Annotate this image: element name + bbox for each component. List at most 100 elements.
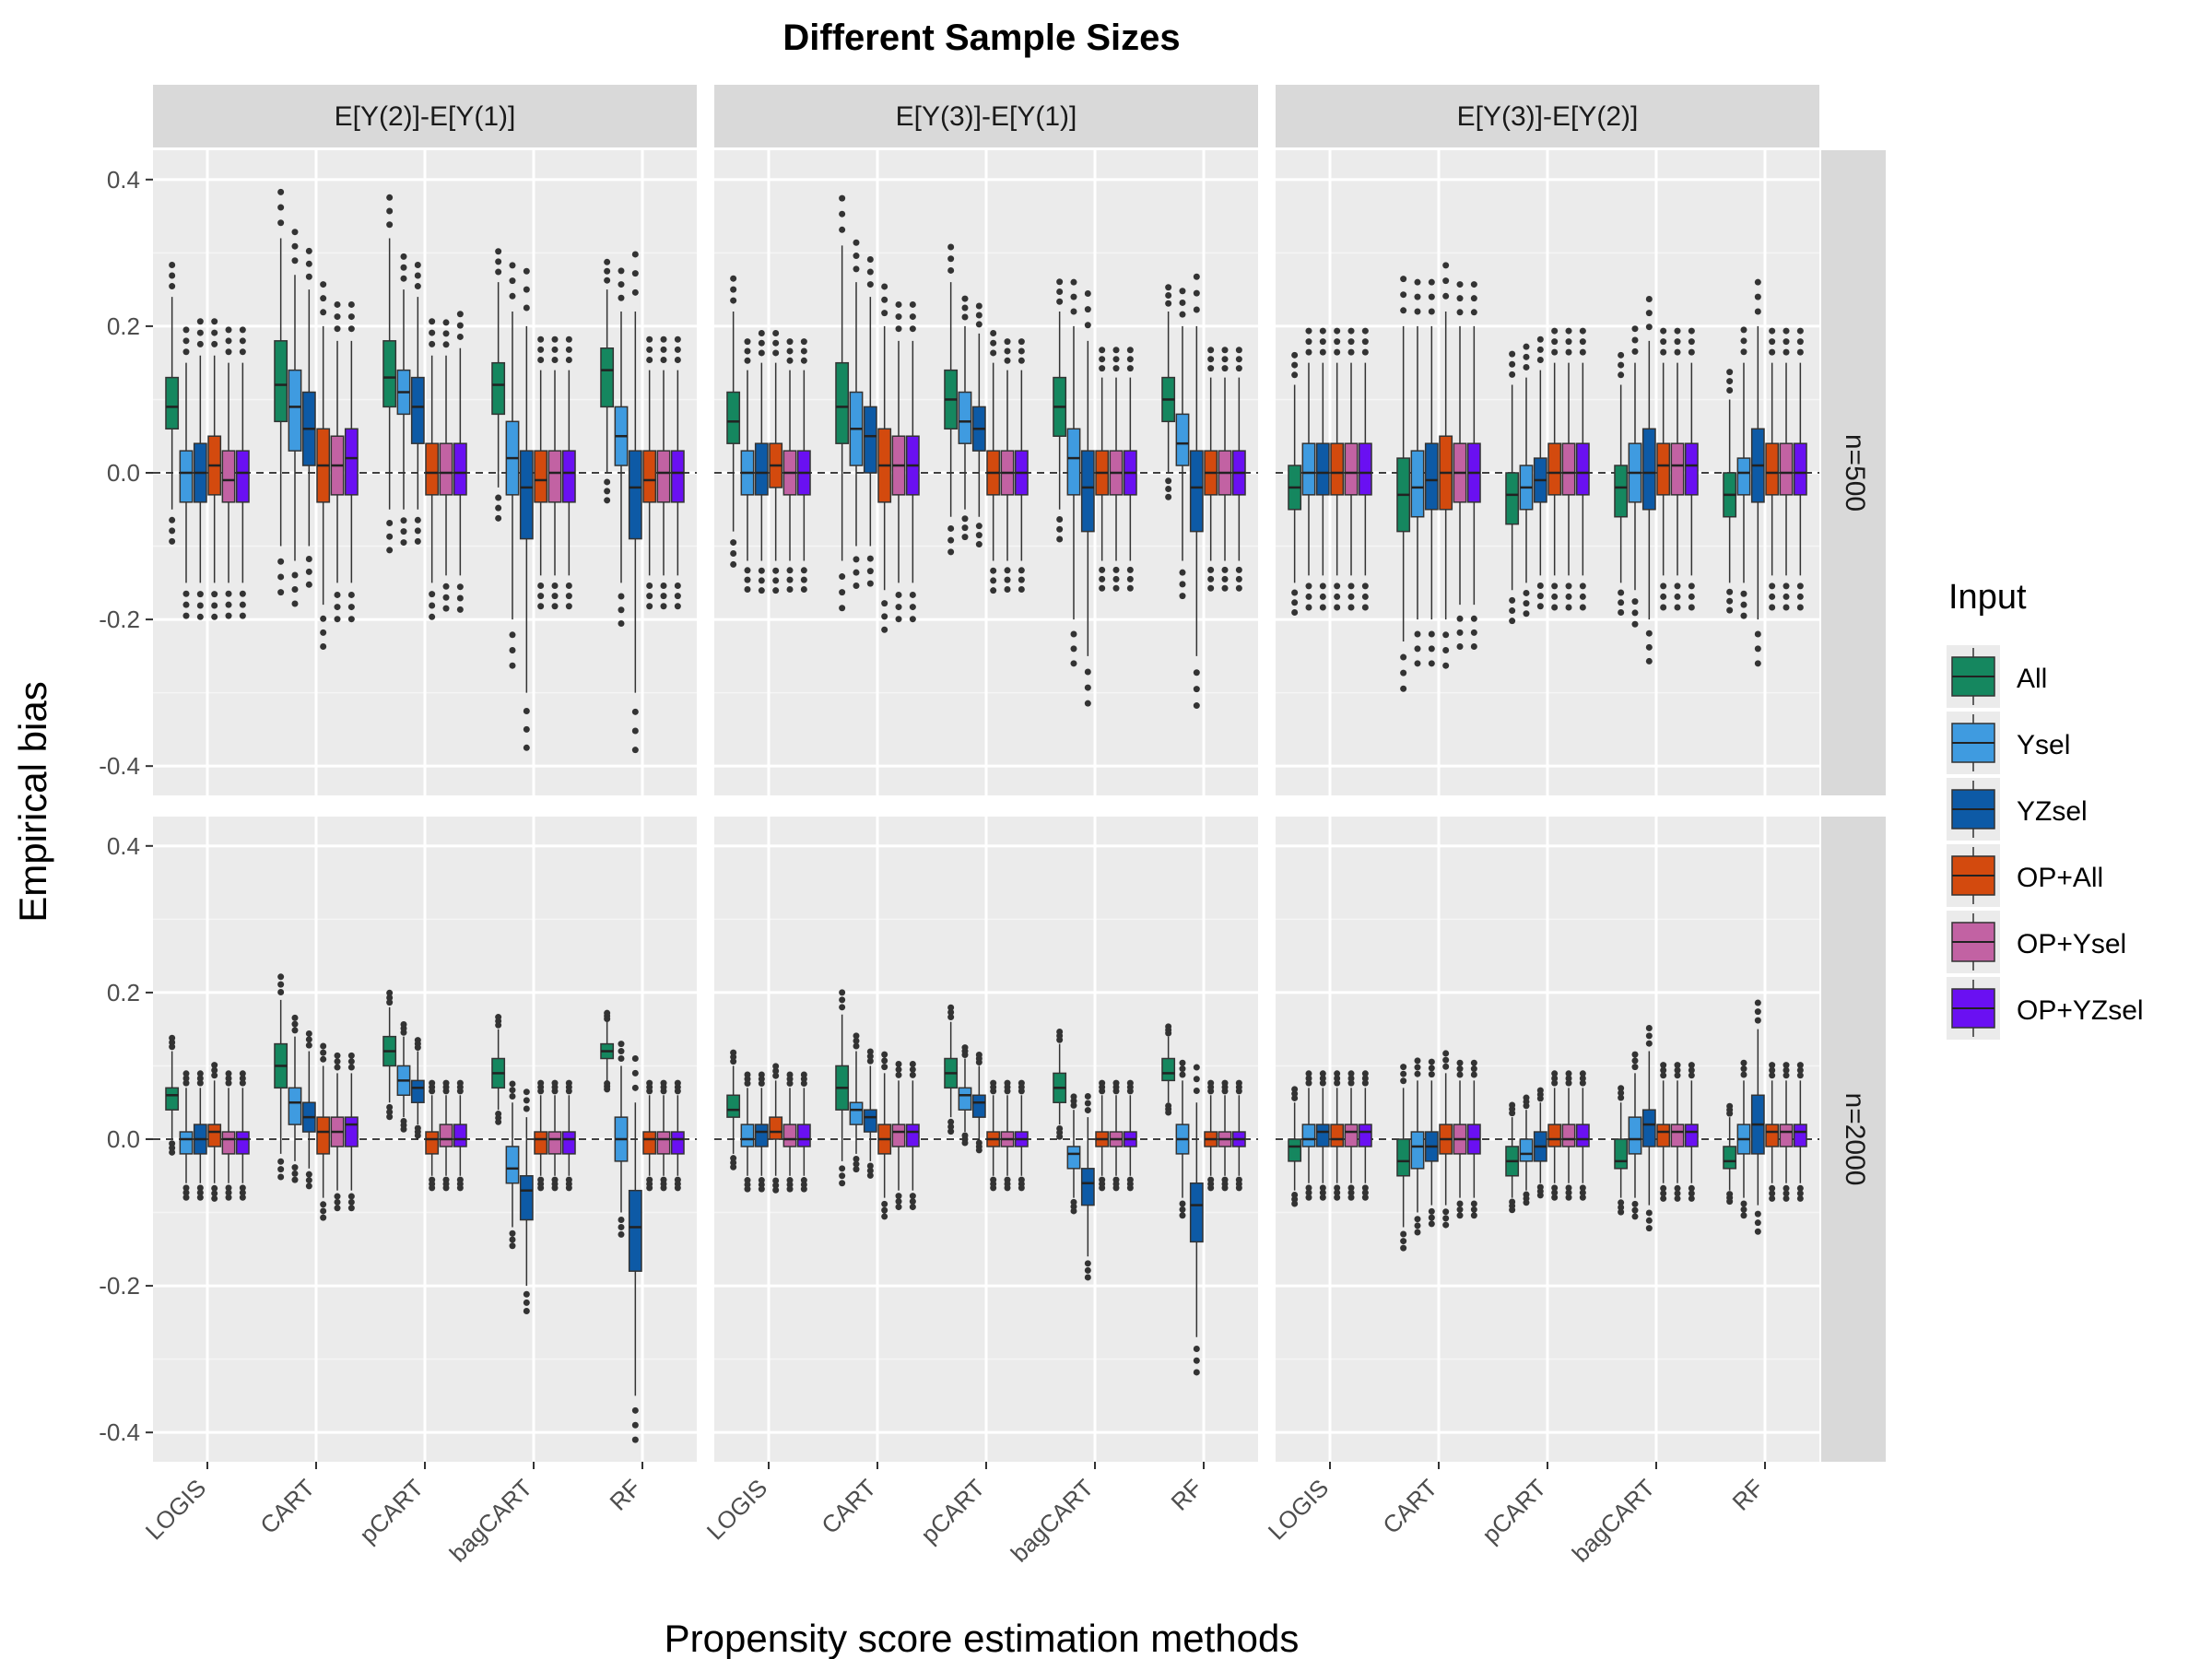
box-n-500-e-y-2-e-y-1-logis-op-yzsel-box xyxy=(235,450,250,503)
box-n-500-e-y-3-e-y-2-bagcart-ysel-outlier xyxy=(1631,620,1639,628)
box-n-2000-e-y-3-e-y-1-logis-op-ysel-box xyxy=(782,1124,797,1147)
box-n-500-e-y-2-e-y-1-cart-op-yzsel-box xyxy=(344,428,359,496)
box-n-2000-e-y-3-e-y-2-logis-ysel-outlier xyxy=(1305,1184,1312,1192)
box-n-500-e-y-2-e-y-1-logis-all-outlier xyxy=(169,283,176,290)
box-n-500-e-y-2-e-y-1-bagcart-op-ysel-outlier xyxy=(551,603,559,610)
box-n-500-e-y-2-e-y-1-logis-op-all-outlier xyxy=(211,329,218,336)
box-n-500-e-y-3-e-y-1-pcart-yzsel-outlier xyxy=(975,302,982,310)
box-n-500-e-y-2-e-y-1-logis-yzsel-outlier xyxy=(196,340,204,347)
box-n-500-e-y-3-e-y-2-rf-op-yzsel-outlier xyxy=(1796,604,1804,611)
box-n-2000-e-y-3-e-y-2-rf-ysel-outlier xyxy=(1740,1206,1747,1213)
legend-label-op-yzsel: OP+YZsel xyxy=(2017,995,2144,1026)
box-n-2000-e-y-3-e-y-2-rf-op-all-outlier xyxy=(1769,1190,1776,1197)
box-n-2000-e-y-2-e-y-1-rf-all-outlier xyxy=(604,1086,611,1093)
box-n-500-e-y-3-e-y-1-pcart-all-outlier xyxy=(947,255,955,263)
box-n-2000-e-y-3-e-y-2-bagcart-op-ysel-outlier xyxy=(1674,1194,1681,1202)
box-n-500-e-y-3-e-y-1-cart-ysel-outlier xyxy=(853,569,860,576)
box-n-500-e-y-3-e-y-1-cart-yzsel-box xyxy=(863,406,877,474)
box-n-500-e-y-2-e-y-1-bagcart-op-ysel-outlier xyxy=(551,593,559,600)
box-n-500-e-y-2-e-y-1-pcart-op-ysel-outlier xyxy=(442,341,450,348)
box-n-2000-e-y-3-e-y-2-pcart-op-ysel-outlier xyxy=(1565,1070,1572,1077)
box-n-500-e-y-2-e-y-1-bagcart-op-yzsel-outlier xyxy=(565,335,572,343)
box-n-2000-e-y-3-e-y-1-pcart-ysel-box xyxy=(958,1087,972,1111)
box-n-500-e-y-2-e-y-1-cart-op-yzsel-outlier xyxy=(347,313,355,321)
y-tick-label: 0.4 xyxy=(107,832,140,860)
box-n-500-e-y-2-e-y-1-cart-all-outlier xyxy=(277,573,285,581)
box-n-500-e-y-2-e-y-1-rf-yzsel-outlier xyxy=(631,727,639,735)
box-n-2000-e-y-3-e-y-1-logis-op-ysel-outlier xyxy=(786,1071,794,1078)
box-n-2000-e-y-3-e-y-2-cart-ysel-outlier xyxy=(1414,1222,1421,1230)
box-n-2000-e-y-3-e-y-2-pcart-op-ysel-outlier xyxy=(1565,1079,1572,1087)
box-n-500-e-y-3-e-y-2-cart-yzsel-outlier xyxy=(1428,645,1435,653)
box-n-500-e-y-3-e-y-2-pcart-op-ysel-outlier xyxy=(1565,582,1572,590)
box-n-2000-e-y-3-e-y-1-bagcart-op-ysel-outlier xyxy=(1112,1079,1120,1087)
box-n-2000-e-y-3-e-y-1-cart-ysel-outlier xyxy=(853,1037,860,1044)
box-n-500-e-y-2-e-y-1-bagcart-yzsel-outlier xyxy=(523,286,530,293)
box-n-500-e-y-3-e-y-2-bagcart-yzsel-outlier xyxy=(1645,643,1653,651)
box-n-2000-e-y-3-e-y-1-cart-yzsel-box xyxy=(863,1109,877,1133)
box-n-2000-e-y-3-e-y-1-bagcart-yzsel-outlier xyxy=(1084,1107,1091,1114)
box-n-2000-e-y-3-e-y-2-pcart-op-ysel-box xyxy=(1561,1124,1576,1147)
box-n-2000-e-y-2-e-y-1-pcart-op-yzsel-outlier xyxy=(456,1079,464,1087)
box-n-2000-e-y-3-e-y-1-pcart-op-all-outlier xyxy=(990,1184,997,1192)
box-n-500-e-y-2-e-y-1-bagcart-op-ysel-outlier xyxy=(551,582,559,589)
box-n-500-e-y-3-e-y-2-bagcart-yzsel-box xyxy=(1641,428,1656,511)
box-n-500-e-y-2-e-y-1-rf-yzsel-outlier xyxy=(631,747,639,754)
box-n-500-e-y-3-e-y-1-pcart-all-outlier xyxy=(947,548,955,556)
box-n-2000-e-y-2-e-y-1-rf-yzsel-box xyxy=(628,1189,642,1272)
box-n-2000-e-y-2-e-y-1-logis-ysel-outlier xyxy=(182,1075,190,1082)
box-n-2000-e-y-3-e-y-2-logis-yzsel-outlier xyxy=(1319,1194,1326,1201)
box-n-500-e-y-3-e-y-1-bagcart-op-all-outlier xyxy=(1099,584,1106,592)
box-n-500-e-y-3-e-y-1-logis-op-ysel-outlier xyxy=(786,357,794,364)
box-n-500-e-y-3-e-y-2-rf-all-outlier xyxy=(1726,378,1734,385)
box-n-500-e-y-2-e-y-1-rf-op-yzsel-outlier xyxy=(674,603,681,610)
box-n-500-e-y-3-e-y-1-rf-op-all-outlier xyxy=(1207,566,1215,573)
box-n-500-e-y-3-e-y-2-bagcart-ysel-outlier xyxy=(1631,325,1639,333)
box-n-2000-e-y-2-e-y-1-cart-op-yzsel-outlier xyxy=(347,1058,355,1065)
box-n-500-e-y-2-e-y-1-rf-op-ysel-outlier xyxy=(660,582,667,589)
box-n-500-e-y-2-e-y-1-pcart-op-ysel-outlier xyxy=(442,594,450,601)
box-n-500-e-y-3-e-y-2-bagcart-op-yzsel-outlier xyxy=(1688,593,1695,600)
box-n-2000-e-y-3-e-y-1-bagcart-yzsel-outlier xyxy=(1084,1100,1091,1107)
box-n-500-e-y-3-e-y-1-cart-ysel-outlier xyxy=(853,239,860,246)
box-n-500-e-y-3-e-y-2-cart-op-yzsel-outlier xyxy=(1470,629,1477,636)
box-n-2000-e-y-3-e-y-2-cart-all-outlier xyxy=(1400,1077,1407,1085)
box-n-500-e-y-2-e-y-1-cart-op-yzsel-outlier xyxy=(347,616,355,623)
box-n-2000-e-y-2-e-y-1-pcart-op-yzsel-outlier xyxy=(456,1184,464,1192)
box-n-2000-e-y-3-e-y-2-logis-yzsel-box xyxy=(1315,1124,1330,1147)
box-n-2000-e-y-3-e-y-1-cart-op-yzsel-outlier xyxy=(909,1071,916,1078)
box-n-500-e-y-3-e-y-2-bagcart-op-all-outlier xyxy=(1660,582,1667,590)
box-n-500-e-y-2-e-y-1-pcart-op-yzsel-outlier xyxy=(456,583,464,591)
box-n-2000-e-y-2-e-y-1-logis-op-yzsel-box xyxy=(235,1131,250,1155)
box-n-500-e-y-3-e-y-1-rf-ysel-outlier xyxy=(1179,299,1186,306)
box-n-500-e-y-3-e-y-2-pcart-op-ysel-outlier xyxy=(1565,604,1572,611)
box-n-500-e-y-3-e-y-2-cart-all-outlier xyxy=(1400,669,1407,677)
box-n-2000-e-y-2-e-y-1-cart-op-all-outlier xyxy=(320,1214,327,1221)
box-n-500-e-y-3-e-y-1-cart-op-all-outlier xyxy=(881,613,888,620)
box-n-2000-e-y-2-e-y-1-cart-op-yzsel-outlier xyxy=(347,1052,355,1059)
box-n-500-e-y-3-e-y-2-cart-yzsel-outlier xyxy=(1428,278,1435,286)
box-n-500-e-y-2-e-y-1-pcart-op-yzsel-outlier xyxy=(456,311,464,318)
box-n-500-e-y-3-e-y-2-logis-ysel-outlier xyxy=(1305,338,1312,346)
box-n-2000-e-y-3-e-y-2-bagcart-yzsel-outlier xyxy=(1645,1040,1653,1047)
box-n-500-e-y-3-e-y-1-bagcart-yzsel-outlier xyxy=(1084,290,1091,298)
box-n-500-e-y-3-e-y-2-pcart-ysel-outlier xyxy=(1523,610,1530,618)
box-n-2000-e-y-3-e-y-1-cart-op-yzsel-outlier xyxy=(909,1204,916,1211)
box-n-500-e-y-2-e-y-1-pcart-yzsel-box xyxy=(410,376,425,444)
box-n-2000-e-y-3-e-y-2-logis-op-yzsel-outlier xyxy=(1361,1194,1369,1201)
box-n-500-e-y-3-e-y-2-rf-ysel-outlier xyxy=(1740,590,1747,597)
box-n-500-e-y-3-e-y-1-logis-all-outlier xyxy=(730,297,737,304)
box-n-500-e-y-2-e-y-1-bagcart-all-outlier xyxy=(495,258,502,265)
box-n-2000-e-y-3-e-y-2-cart-ysel-outlier xyxy=(1414,1064,1421,1071)
box-n-500-e-y-2-e-y-1-bagcart-op-ysel-outlier xyxy=(551,346,559,353)
box-n-2000-e-y-3-e-y-2-bagcart-op-ysel-outlier xyxy=(1674,1190,1681,1197)
box-n-2000-e-y-2-e-y-1-logis-ysel-outlier xyxy=(182,1194,190,1201)
box-n-2000-e-y-3-e-y-2-bagcart-all-outlier xyxy=(1618,1208,1625,1216)
box-n-500-e-y-2-e-y-1-pcart-op-yzsel-outlier xyxy=(456,606,464,613)
box-n-2000-e-y-3-e-y-1-rf-ysel-outlier xyxy=(1179,1071,1186,1078)
box-n-2000-e-y-2-e-y-1-pcart-op-all-box xyxy=(425,1131,440,1155)
box-n-500-e-y-3-e-y-2-pcart-op-all-outlier xyxy=(1551,338,1559,346)
box-n-500-e-y-3-e-y-2-cart-op-all-outlier xyxy=(1442,647,1450,653)
box-n-2000-e-y-3-e-y-2-rf-all-outlier xyxy=(1726,1198,1734,1206)
box-n-2000-e-y-2-e-y-1-rf-op-ysel-outlier xyxy=(660,1184,667,1192)
